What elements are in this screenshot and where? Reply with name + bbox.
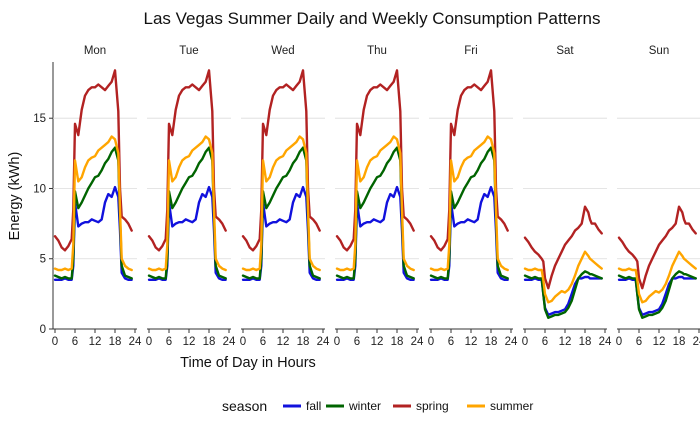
facet-panel-thu: Thu 0 6 12 18 24	[334, 45, 424, 348]
legend-label-summer: summer	[490, 399, 533, 413]
series-line-summer	[335, 135, 415, 272]
x-tick-label: 0	[334, 336, 340, 348]
facet-panel-wed: Wed 0 6 12 18 24	[240, 45, 330, 348]
facet-label: Tue	[179, 45, 198, 57]
facet-panel-sat: Sat 0 6 12 18 24	[522, 45, 612, 348]
x-tick-label: 6	[72, 336, 78, 348]
x-tick-label: 18	[391, 336, 404, 348]
y-axis: 0 5 10 15	[33, 62, 54, 336]
x-tick-label: 6	[354, 336, 360, 348]
x-tick-label: 0	[52, 336, 58, 348]
x-tick-label: 12	[89, 336, 102, 348]
chart-title: Las Vegas Summer Daily and Weekly Consum…	[143, 9, 600, 28]
x-tick-label: 12	[465, 336, 478, 348]
x-tick-label: 0	[522, 336, 528, 348]
y-axis-title: Energy (kWh)	[7, 152, 23, 241]
series-line-fall	[523, 275, 603, 317]
series-line-fall	[617, 275, 697, 317]
x-tick-label: 24	[317, 336, 330, 348]
x-tick-label: 18	[579, 336, 592, 348]
series-line-winter	[617, 270, 697, 319]
legend-label-spring: spring	[416, 399, 449, 413]
x-tick-label: 24	[411, 336, 424, 348]
x-tick-label: 0	[616, 336, 622, 348]
series-line-summer	[523, 250, 603, 304]
x-tick-label: 24	[223, 336, 236, 348]
facet-panel-sun: Sun 0 6 12 18 24	[616, 45, 700, 348]
legend-label-winter: winter	[348, 399, 381, 413]
series-line-winter	[523, 270, 603, 319]
facet-label: Mon	[84, 45, 106, 57]
x-tick-label: 24	[505, 336, 518, 348]
facet-label: Sun	[649, 45, 669, 57]
x-tick-label: 0	[146, 336, 152, 348]
series-line-summer	[429, 135, 509, 272]
x-tick-label: 6	[166, 336, 172, 348]
x-tick-label: 24	[693, 336, 700, 348]
y-tick-label: 15	[33, 113, 46, 125]
x-tick-label: 24	[129, 336, 142, 348]
facet-panel-fri: Fri 0 6 12 18 24	[428, 45, 518, 348]
facet-label: Thu	[367, 45, 387, 57]
x-tick-label: 24	[599, 336, 612, 348]
x-tick-label: 18	[485, 336, 498, 348]
x-tick-label: 6	[448, 336, 454, 348]
x-tick-label: 12	[183, 336, 196, 348]
y-tick-label: 0	[40, 324, 46, 336]
series-line-summer	[147, 135, 227, 272]
series-line-spring	[523, 205, 603, 290]
legend-label-fall: fall	[306, 399, 321, 413]
x-tick-label: 6	[260, 336, 266, 348]
x-tick-label: 12	[371, 336, 384, 348]
facet-panel-mon: Mon 0 6 12 18 24	[52, 45, 142, 348]
y-tick-label: 5	[40, 254, 46, 266]
series-line-summer	[53, 135, 133, 272]
x-tick-label: 12	[277, 336, 290, 348]
series-line-spring	[617, 205, 697, 290]
x-tick-label: 6	[636, 336, 642, 348]
legend: season fall winter spring summer	[222, 398, 533, 414]
x-tick-label: 0	[240, 336, 246, 348]
facet-panels: Mon 0 6 12 18 24 Tue 0 6 12 18 24 Wed 0 6 12 18 24 Thu 0 6 12…	[52, 45, 700, 348]
x-axis-title: Time of Day in Hours	[180, 355, 316, 371]
series-line-summer	[617, 250, 697, 304]
x-tick-label: 18	[297, 336, 310, 348]
y-tick-label: 10	[33, 183, 46, 195]
x-tick-label: 18	[109, 336, 122, 348]
facet-label: Wed	[271, 45, 294, 57]
facet-label: Fri	[464, 45, 477, 57]
series-line-summer	[241, 135, 321, 272]
x-tick-label: 12	[653, 336, 666, 348]
facet-label: Sat	[556, 45, 574, 57]
x-tick-label: 12	[559, 336, 572, 348]
x-tick-label: 18	[673, 336, 686, 348]
x-tick-label: 0	[428, 336, 434, 348]
facet-panel-tue: Tue 0 6 12 18 24	[146, 45, 236, 348]
x-tick-label: 6	[542, 336, 548, 348]
legend-title: season	[222, 398, 267, 414]
x-tick-label: 18	[203, 336, 216, 348]
